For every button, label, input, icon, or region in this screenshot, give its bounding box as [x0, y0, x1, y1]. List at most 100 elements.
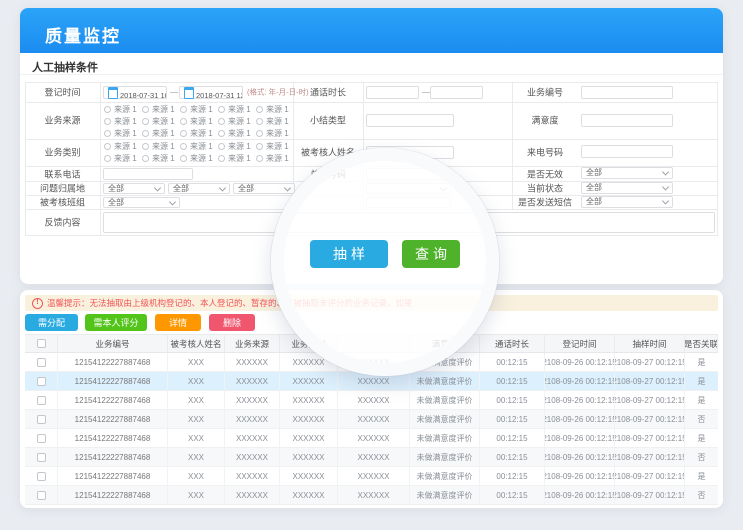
select-all-checkbox[interactable] — [36, 339, 46, 348]
source-option[interactable]: 来源 1 — [104, 153, 137, 164]
radio-icon[interactable] — [218, 143, 225, 150]
table-cell: 00:12:15 — [480, 391, 545, 409]
source-option[interactable]: 来源 1 — [142, 141, 175, 152]
radio-icon[interactable] — [104, 130, 111, 137]
summary-type-input[interactable] — [366, 114, 454, 127]
source-option[interactable]: 来源 1 — [180, 116, 213, 127]
self-score-button[interactable]: 需本人评分 — [85, 314, 147, 331]
radio-icon[interactable] — [104, 118, 111, 125]
is-invalid-select[interactable]: 全部 — [581, 167, 673, 179]
call-duration-max-input[interactable] — [430, 86, 483, 99]
source-option[interactable]: 来源 1 — [256, 141, 289, 152]
radio-icon[interactable] — [256, 106, 263, 113]
source-option[interactable]: 来源 1 — [218, 104, 251, 115]
row-checkbox-cell — [25, 391, 58, 409]
caller-number-input[interactable] — [581, 145, 673, 158]
radio-icon[interactable] — [218, 118, 225, 125]
radio-icon[interactable] — [218, 130, 225, 137]
radio-icon[interactable] — [180, 106, 187, 113]
source-option[interactable]: 来源 1 — [142, 104, 175, 115]
radio-icon[interactable] — [256, 130, 263, 137]
radio-icon[interactable] — [142, 143, 149, 150]
source-option[interactable]: 来源 1 — [104, 141, 137, 152]
satisfaction-input[interactable] — [581, 114, 673, 127]
source-option[interactable]: 来源 1 — [256, 153, 289, 164]
source-option[interactable]: 来源 1 — [218, 128, 251, 139]
registration-time-from-input[interactable]: 2018-07-31 10 — [103, 86, 167, 100]
detail-button[interactable]: 详情 — [155, 314, 201, 331]
delete-button[interactable]: 删除 — [209, 314, 255, 331]
source-option[interactable]: 来源 1 — [104, 128, 137, 139]
radio-icon[interactable] — [256, 118, 263, 125]
source-option[interactable]: 来源 1 — [180, 104, 213, 115]
radio-icon[interactable] — [218, 155, 225, 162]
contact-phone-input[interactable] — [103, 168, 193, 180]
current-status-select[interactable]: 全部 — [581, 182, 673, 194]
radio-icon[interactable] — [256, 143, 263, 150]
problem-region-select-3[interactable]: 全部 — [233, 183, 295, 194]
radio-icon[interactable] — [218, 106, 225, 113]
source-option[interactable]: 来源 1 — [142, 153, 175, 164]
source-option[interactable]: 来源 1 — [256, 116, 289, 127]
table-cell: 12154122227887468 — [58, 410, 168, 428]
row-checkbox[interactable] — [36, 414, 46, 424]
radio-icon[interactable] — [104, 106, 111, 113]
radio-icon[interactable] — [180, 118, 187, 125]
source-option[interactable]: 来源 1 — [218, 153, 251, 164]
radio-icon[interactable] — [180, 143, 187, 150]
option-label: 来源 1 — [114, 154, 137, 163]
radio-icon[interactable] — [142, 130, 149, 137]
problem-region-select-2[interactable]: 全部 — [168, 183, 230, 194]
table-cell: 00:12:15 — [480, 429, 545, 447]
source-option[interactable]: 来源 1 — [104, 116, 137, 127]
send-sms-select[interactable]: 全部 — [581, 196, 673, 208]
row-checkbox[interactable] — [36, 433, 46, 443]
source-option[interactable]: 来源 1 — [180, 153, 213, 164]
source-option[interactable]: 来源 1 — [256, 128, 289, 139]
option-label: 来源 1 — [266, 129, 289, 138]
query-button[interactable]: 查询 — [402, 240, 460, 268]
radio-icon[interactable] — [104, 155, 111, 162]
radio-icon[interactable] — [180, 155, 187, 162]
source-option[interactable]: 来源 1 — [256, 104, 289, 115]
row-checkbox[interactable] — [36, 395, 46, 405]
registration-time-to-input[interactable]: 2018-07-31 12 — [179, 86, 243, 100]
business-no-input[interactable] — [581, 86, 673, 99]
source-option[interactable]: 来源 1 — [180, 128, 213, 139]
row-checkbox[interactable] — [36, 452, 46, 462]
source-option[interactable]: 来源 1 — [218, 141, 251, 152]
table-cell: XXXXXX — [225, 372, 280, 390]
source-option[interactable]: 来源 1 — [142, 116, 175, 127]
source-option[interactable]: 来源 1 — [104, 104, 137, 115]
source-option[interactable]: 来源 1 — [218, 116, 251, 127]
radio-icon[interactable] — [180, 130, 187, 137]
radio-icon[interactable] — [256, 155, 263, 162]
table-cell: 未做满意度评价 — [410, 467, 480, 485]
radio-icon[interactable] — [104, 143, 111, 150]
row-checkbox[interactable] — [36, 376, 46, 386]
row-checkbox[interactable] — [36, 490, 46, 500]
table-cell: 是 — [697, 357, 706, 367]
source-option[interactable]: 来源 1 — [180, 141, 213, 152]
table-cell: 未做满意度评价 — [410, 486, 480, 504]
row-checkbox[interactable] — [36, 357, 46, 367]
problem-region-select-1[interactable]: 全部 — [103, 183, 165, 194]
row-checkbox[interactable] — [36, 471, 46, 481]
call-duration-min-input[interactable] — [366, 86, 419, 99]
option-label: 来源 1 — [152, 142, 175, 151]
source-option[interactable]: 来源 1 — [142, 128, 175, 139]
row-checkbox-cell — [25, 467, 58, 485]
radio-icon[interactable] — [142, 155, 149, 162]
radio-icon[interactable] — [142, 118, 149, 125]
assessed-team-select[interactable]: 全部 — [103, 197, 180, 208]
radio-icon[interactable] — [142, 106, 149, 113]
sample-button[interactable]: 抽样 — [310, 240, 388, 268]
assign-button[interactable]: 需分配 — [25, 314, 78, 331]
